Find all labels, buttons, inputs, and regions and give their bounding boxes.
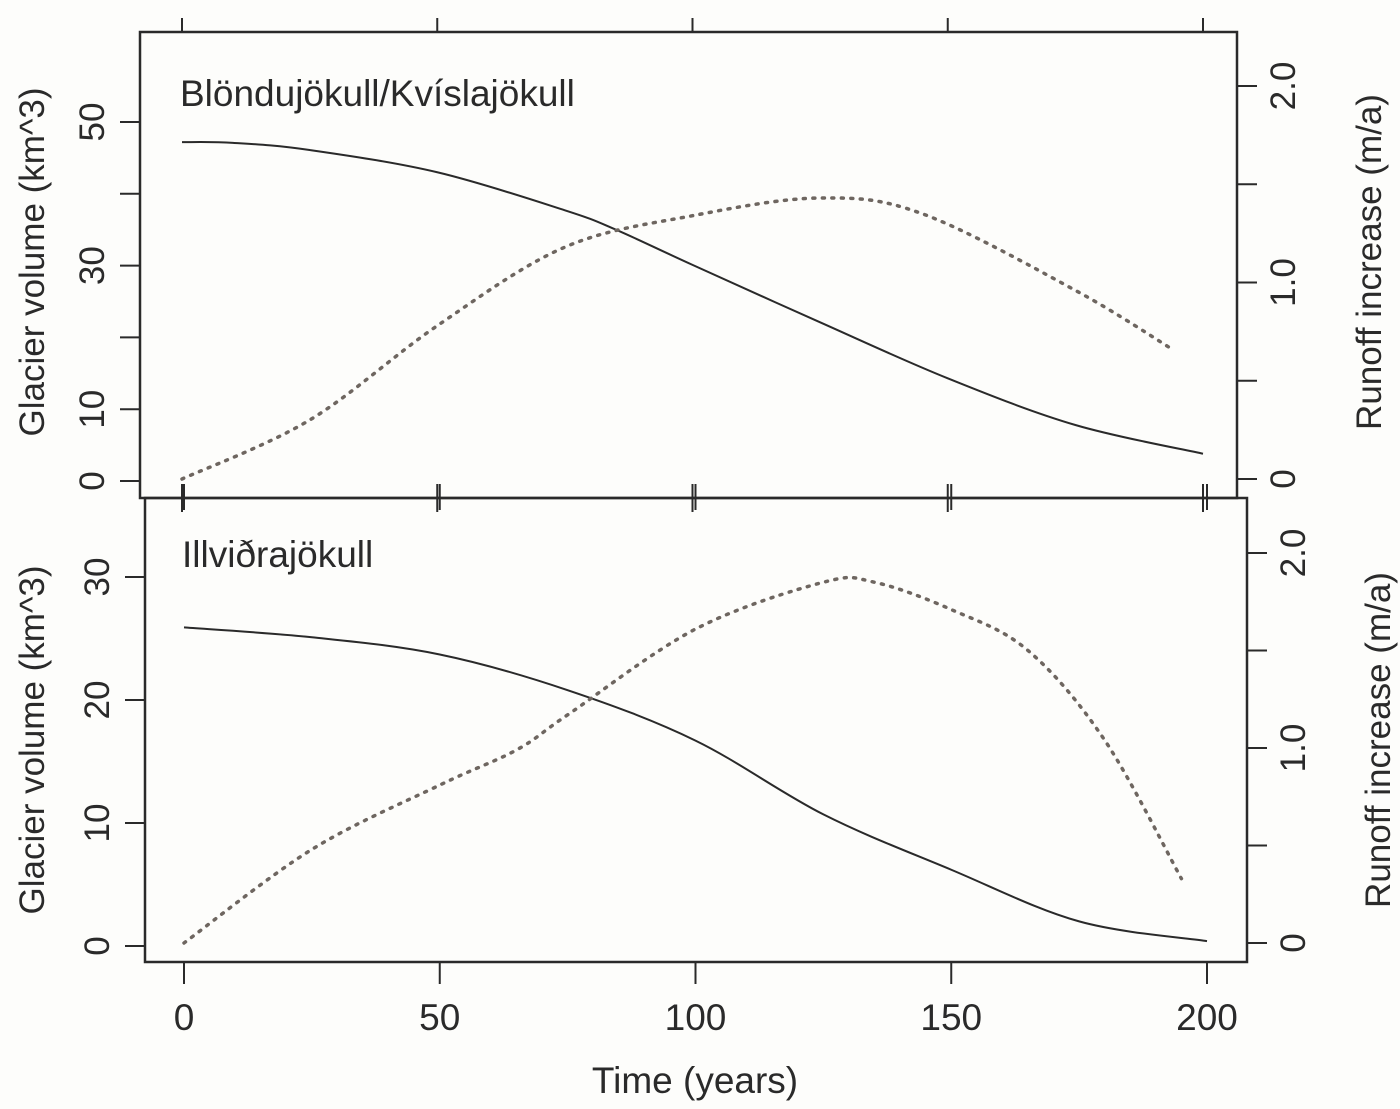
y-tick-label-left: 10 bbox=[78, 804, 117, 843]
y-tick-label-left: 0 bbox=[73, 471, 112, 490]
panel-illvidrajokull: 0 10 20 30 0 1.0 2.0 Illviðrajökull Glacier v… bbox=[13, 484, 1398, 984]
x-ticks-top bbox=[181, 18, 1204, 512]
y-tick-label-right: 2.0 bbox=[1274, 529, 1313, 578]
y-axis-label-right-top: Runoff increase (m/a) bbox=[1350, 94, 1389, 430]
panel-title-top: Blöndujökull/Kvíslajökull bbox=[180, 73, 575, 114]
y-axis-label-right-bottom: Runoff increase (m/a) bbox=[1359, 572, 1398, 908]
x-tick-label: 200 bbox=[1176, 997, 1238, 1038]
x-ticks-bottom bbox=[183, 484, 1208, 984]
y-tick-label-left: 20 bbox=[78, 681, 117, 720]
x-tick-label: 150 bbox=[920, 997, 982, 1038]
volume-line-top bbox=[181, 141, 1204, 455]
y-tick-label-left: 0 bbox=[78, 936, 117, 955]
x-tick-label: 50 bbox=[419, 997, 460, 1038]
y-tick-label-right: 2.0 bbox=[1264, 62, 1303, 111]
runoff-line-bottom bbox=[182, 575, 1184, 945]
y-tick-label-left: 30 bbox=[73, 246, 112, 285]
y-axis-label-left-bottom: Glacier volume (km^3) bbox=[13, 566, 52, 915]
x-tick-label: 0 bbox=[174, 997, 195, 1038]
y-tick-label-right: 0 bbox=[1274, 933, 1313, 952]
runoff-line-top bbox=[180, 196, 1175, 481]
y-ticks-right-top: 0 1.0 2.0 bbox=[1237, 62, 1303, 489]
x-axis-label: Time (years) bbox=[592, 1060, 798, 1101]
x-tick-label: 100 bbox=[665, 997, 727, 1038]
y-tick-label-left: 50 bbox=[73, 103, 112, 142]
y-tick-label-right: 1.0 bbox=[1274, 724, 1313, 773]
volume-line-bottom bbox=[183, 626, 1208, 943]
y-tick-label-right: 1.0 bbox=[1264, 258, 1303, 307]
y-axis-label-left-top: Glacier volume (km^3) bbox=[13, 88, 52, 437]
y-tick-label-right: 0 bbox=[1264, 469, 1303, 488]
panel-title-bottom: Illviðrajökull bbox=[182, 534, 373, 575]
panel-blondujokull: 0 10 30 50 0 1.0 2.0 Blöndujökull/Kvíslajökul… bbox=[13, 18, 1389, 512]
y-ticks-left-bottom: 0 10 20 30 bbox=[78, 558, 145, 956]
y-ticks-left-top: 0 10 30 50 bbox=[73, 103, 140, 491]
x-tick-labels: 0 50 100 150 200 bbox=[174, 997, 1238, 1038]
y-ticks-right-bottom: 0 1.0 2.0 bbox=[1247, 529, 1313, 953]
y-tick-label-left: 30 bbox=[78, 558, 117, 597]
y-tick-label-left: 10 bbox=[73, 390, 112, 429]
